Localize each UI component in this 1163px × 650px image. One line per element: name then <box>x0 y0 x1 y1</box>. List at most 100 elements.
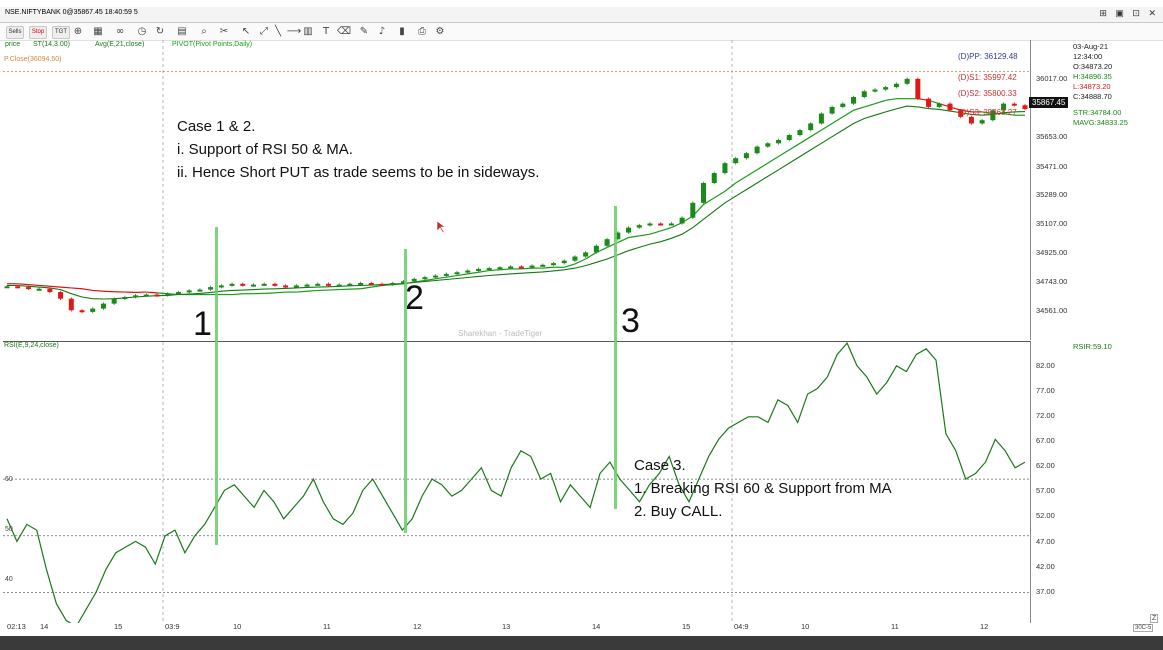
indicator-icon[interactable]: ▮ <box>399 26 405 37</box>
trendline-icon[interactable]: ╲ <box>274 26 282 37</box>
price-candle <box>475 268 481 271</box>
price-candle <box>347 283 353 286</box>
scale-button[interactable]: 30C-5 <box>1133 624 1154 632</box>
price-candle <box>561 260 567 264</box>
supertrend-segment <box>446 274 458 278</box>
supertrend-segment <box>564 263 576 268</box>
price-candle <box>818 113 824 124</box>
supertrend-segment <box>274 291 286 294</box>
price-candle <box>572 256 578 261</box>
target-button[interactable]: TGT <box>52 26 70 39</box>
rsi-y-tick-label: 47.00 <box>1036 537 1055 546</box>
supertrend-segment <box>788 142 801 151</box>
pointer-icon[interactable]: ⤢ <box>260 26 268 37</box>
pencil-icon[interactable]: ✎ <box>359 26 369 37</box>
y-tick-label: 34925.00 <box>1036 248 1068 257</box>
scissors-icon[interactable]: ✂ <box>219 26 229 37</box>
supertrend-segment <box>360 286 372 290</box>
price-candle <box>100 303 106 309</box>
x-tick-label: 02:13 <box>7 622 26 631</box>
supertrend-segment <box>1003 112 1015 116</box>
price-candle <box>390 282 396 285</box>
supertrend-segment <box>306 289 318 292</box>
price-candle <box>443 273 449 276</box>
y-tick-label: 36017.00 <box>1036 74 1068 83</box>
price-candle <box>958 110 964 117</box>
supertrend-segment <box>724 182 737 192</box>
clock-icon[interactable]: ◷ <box>137 26 147 37</box>
x-tick-label: 15 <box>114 622 123 631</box>
zoom-icon[interactable]: ⌕ <box>201 26 207 37</box>
price-candle <box>851 97 857 104</box>
supertrend-segment <box>735 175 747 184</box>
y-tick-label: 35653.00 <box>1036 132 1068 141</box>
price-candle <box>358 282 364 285</box>
supertrend-segment <box>146 291 158 294</box>
settings-icon[interactable]: ⚙ <box>435 26 445 37</box>
refresh-icon[interactable]: ↻ <box>155 26 165 37</box>
rsi-ref-60-label: 60 <box>5 476 13 483</box>
supertrend-segment <box>231 293 243 296</box>
print-icon[interactable]: ⎙ <box>418 26 426 37</box>
window-controls[interactable]: ⊞ ▣ ⊡ ✕ <box>1099 8 1159 18</box>
supertrend-segment <box>703 197 715 205</box>
price-candle <box>947 103 953 111</box>
supertrend-segment <box>17 283 29 286</box>
price-candle <box>433 275 439 278</box>
supertrend-segment <box>499 268 511 271</box>
bar-chart-icon[interactable]: ▦ <box>93 26 103 37</box>
supertrend-segment <box>574 258 586 265</box>
info-time: 12:34:00 <box>1073 52 1103 61</box>
supertrend-segment <box>853 106 865 111</box>
cursor-icon[interactable]: ↖ <box>241 26 251 37</box>
supertrend-segment <box>799 136 811 144</box>
price-candle <box>25 287 31 290</box>
crosshair-icon[interactable]: ⊕ <box>73 26 83 37</box>
supertrend-segment <box>810 129 822 138</box>
ray-icon[interactable]: ⟶ <box>286 26 302 37</box>
legend-supertrend: ST(14,3.00) <box>33 41 70 48</box>
watermark: Sharekhan - TradeTiger <box>458 329 543 338</box>
price-candle <box>143 294 149 297</box>
price-candle <box>668 223 674 226</box>
marker-2: 2 <box>405 279 424 317</box>
fib-icon[interactable]: ▥ <box>303 26 313 37</box>
stop-button[interactable]: Stop <box>29 26 47 39</box>
supertrend-segment <box>92 289 104 292</box>
price-candle <box>422 277 428 280</box>
last-price-tag: 35867.45 <box>1029 97 1069 108</box>
price-panel[interactable] <box>3 40 1031 340</box>
supertrend-segment <box>628 235 640 239</box>
x-tick-label: 11 <box>891 622 899 631</box>
price-candle <box>679 217 685 224</box>
pivot-s3-label: (D)S3: 35668.27 <box>958 108 1017 117</box>
rsi-y-tick-label: 82.00 <box>1036 361 1055 370</box>
price-candle <box>111 298 117 304</box>
price-candle <box>711 173 717 183</box>
moving-average-line <box>7 105 1026 300</box>
supertrend-segment <box>542 266 554 269</box>
sells-button[interactable]: Sells <box>6 26 24 39</box>
price-candle <box>368 282 374 285</box>
price-candle <box>304 284 310 287</box>
supertrend-segment <box>649 230 661 235</box>
supertrend-segment <box>660 227 672 232</box>
price-candle <box>336 284 342 287</box>
text-tool-icon[interactable]: T <box>322 26 330 37</box>
eraser-icon[interactable]: ⌫ <box>336 26 352 37</box>
info-low: L:34873.20 <box>1073 82 1111 91</box>
layout-icon[interactable]: ▤ <box>177 26 187 37</box>
supertrend-segment <box>874 99 886 105</box>
bell-icon[interactable]: ♪ <box>378 26 386 37</box>
price-candle <box>636 225 642 228</box>
price-candle <box>1011 103 1017 106</box>
zoom-z-button[interactable]: Z <box>1150 614 1159 623</box>
supertrend-segment <box>821 122 833 131</box>
price-candle <box>261 283 267 286</box>
rsi-panel[interactable] <box>3 341 1031 623</box>
price-candle <box>936 103 942 107</box>
link-icon[interactable]: ∞ <box>115 26 125 37</box>
y-tick-label: 34743.00 <box>1036 277 1068 286</box>
chart-toolbar: Sells Stop TGT ⊕ ▦ ∞ ◷ ↻ ▤ ⌕ ✂ ↖ ⤢ ╲ ⟶ ▥… <box>0 23 1163 41</box>
rsi-y-tick-label: 57.00 <box>1036 486 1055 495</box>
